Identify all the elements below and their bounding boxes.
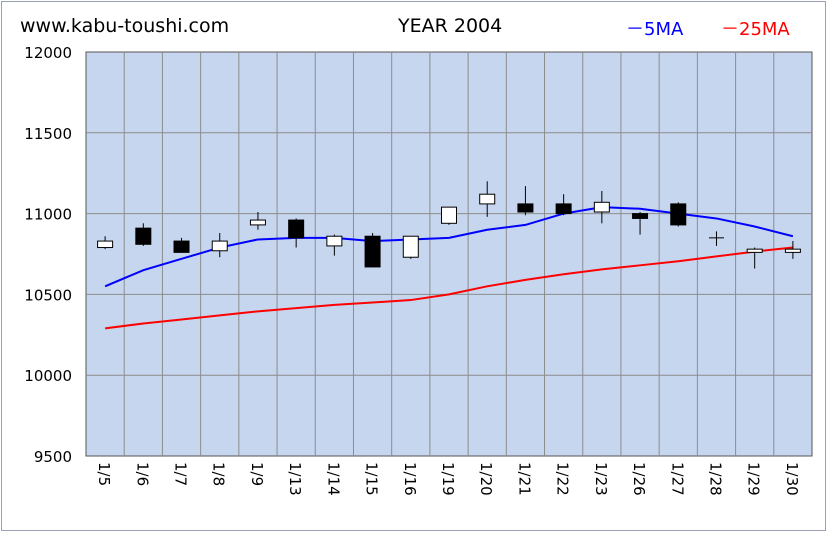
candle-body — [173, 240, 190, 253]
y-tick-label: 11000 — [24, 206, 72, 224]
x-tick-label: 1/23 — [592, 462, 610, 496]
candle-body — [479, 193, 496, 205]
candle-body — [632, 213, 649, 219]
x-tick-label: 1/22 — [554, 462, 572, 496]
legend-25ma: －25MA — [721, 19, 790, 40]
candle — [441, 206, 457, 225]
x-tick-label: 1/19 — [439, 462, 457, 496]
y-axis-ticks: 9500 10000 10500 11000 11500 12000 — [24, 44, 72, 466]
candle — [517, 186, 534, 216]
candle — [173, 237, 190, 253]
candle — [784, 241, 801, 259]
candle-body — [670, 203, 687, 226]
x-tick-label: 1/13 — [286, 462, 304, 496]
y-tick-label: 10500 — [24, 286, 72, 304]
chart-title: YEAR 2004 — [398, 15, 503, 37]
candle — [211, 232, 228, 258]
candle — [670, 202, 687, 227]
candle — [708, 231, 724, 246]
y-tick-label: 9500 — [34, 448, 72, 466]
candle-body — [746, 248, 763, 253]
x-tick-label: 1/8 — [210, 462, 228, 486]
x-tick-label: 1/6 — [133, 462, 151, 486]
candle — [288, 218, 305, 248]
x-tick-label: 1/30 — [783, 462, 801, 496]
x-axis-ticks: 1/5 1/6 1/7 1/8 1/9 1/13 1/14 1/15 1/16 1/19 1/20 1… — [95, 462, 801, 496]
candle-body — [211, 240, 228, 252]
plot-area — [85, 51, 813, 457]
candle — [632, 211, 649, 235]
y-tick-label: 11500 — [24, 125, 72, 143]
candle — [364, 232, 381, 268]
legend-5ma: －5MA — [626, 19, 684, 40]
y-tick-label: 10000 — [24, 367, 72, 385]
candle-body — [555, 203, 572, 215]
candle-body — [784, 248, 801, 253]
candle — [326, 234, 343, 256]
candle — [97, 236, 114, 250]
candle — [555, 194, 572, 216]
candle-body — [97, 240, 114, 249]
candle — [479, 181, 496, 217]
candle-body — [135, 227, 152, 245]
x-tick-label: 1/16 — [401, 462, 419, 496]
candle — [135, 223, 152, 246]
candle — [402, 235, 419, 259]
x-tick-label: 1/21 — [515, 462, 533, 496]
x-tick-label: 1/28 — [706, 462, 724, 496]
ma-line-25ma — [104, 246, 793, 330]
candle-body — [402, 235, 419, 258]
x-tick-label: 1/9 — [248, 462, 266, 486]
candle-body — [441, 206, 457, 224]
candle — [249, 211, 266, 230]
candle — [746, 247, 763, 269]
x-tick-label: 1/7 — [172, 462, 190, 486]
x-tick-label: 1/29 — [745, 462, 763, 496]
candle-body — [517, 203, 534, 213]
x-tick-label: 1/20 — [477, 462, 495, 496]
candle-body — [593, 201, 610, 213]
candle-body — [249, 219, 266, 226]
candle-body — [288, 219, 305, 239]
site-url[interactable]: www.kabu-toushi.com — [20, 15, 230, 37]
x-tick-label: 1/14 — [324, 462, 342, 496]
candle-body — [326, 235, 343, 247]
candle-body — [364, 235, 381, 268]
candle — [593, 190, 610, 224]
x-tick-label: 1/15 — [363, 462, 381, 496]
x-tick-label: 1/27 — [668, 462, 686, 496]
x-tick-label: 1/26 — [630, 462, 648, 496]
candles — [97, 181, 801, 269]
x-tick-label: 1/5 — [95, 462, 113, 486]
y-tick-label: 12000 — [24, 44, 72, 62]
